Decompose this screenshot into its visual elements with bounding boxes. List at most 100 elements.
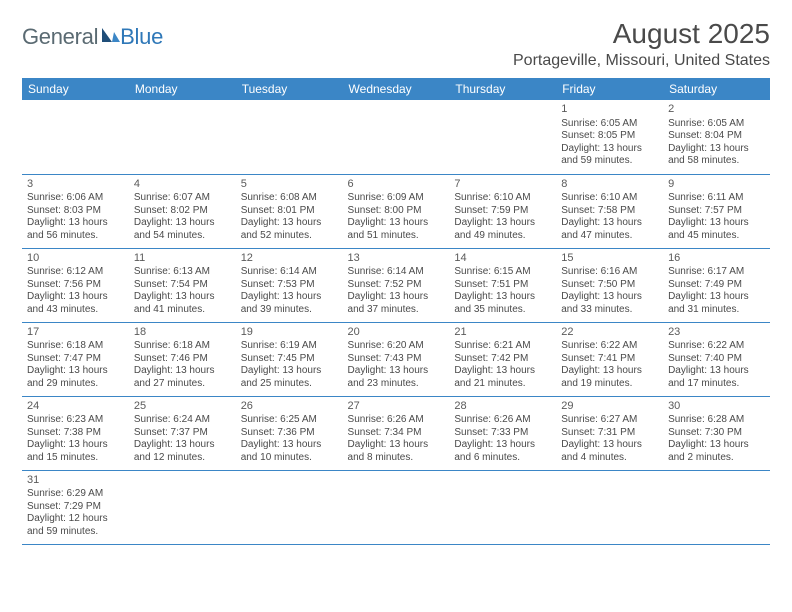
calendar-empty: [343, 100, 450, 174]
title-block: August 2025 Portageville, Missouri, Unit…: [513, 18, 770, 70]
day-number: 13: [348, 252, 445, 266]
day-number: 7: [454, 178, 551, 192]
calendar-body: 1Sunrise: 6:05 AMSunset: 8:05 PMDaylight…: [22, 100, 770, 544]
sunrise-line: Sunrise: 6:14 AM: [241, 266, 338, 279]
sunset-line: Sunset: 8:01 PM: [241, 205, 338, 218]
day-number: 27: [348, 400, 445, 414]
sunrise-line: Sunrise: 6:18 AM: [27, 340, 124, 353]
daylight-line: Daylight: 13 hours and 51 minutes.: [348, 217, 445, 242]
day-number: 16: [668, 252, 765, 266]
daylight-line: Daylight: 12 hours and 59 minutes.: [27, 513, 124, 538]
calendar-day: 29Sunrise: 6:27 AMSunset: 7:31 PMDayligh…: [556, 396, 663, 470]
sunrise-line: Sunrise: 6:29 AM: [27, 488, 124, 501]
sunset-line: Sunset: 7:59 PM: [454, 205, 551, 218]
sunrise-line: Sunrise: 6:26 AM: [454, 414, 551, 427]
day-number: 31: [27, 474, 124, 488]
day-number: 30: [668, 400, 765, 414]
sunrise-line: Sunrise: 6:24 AM: [134, 414, 231, 427]
daylight-line: Daylight: 13 hours and 23 minutes.: [348, 365, 445, 390]
sunset-line: Sunset: 7:43 PM: [348, 353, 445, 366]
sunset-line: Sunset: 7:33 PM: [454, 427, 551, 440]
calendar-day: 9Sunrise: 6:11 AMSunset: 7:57 PMDaylight…: [663, 174, 770, 248]
day-number: 15: [561, 252, 658, 266]
logo-text-blue: Blue: [120, 24, 163, 50]
logo: General Blue: [22, 24, 163, 50]
daylight-line: Daylight: 13 hours and 8 minutes.: [348, 439, 445, 464]
sunset-line: Sunset: 7:45 PM: [241, 353, 338, 366]
sunset-line: Sunset: 7:58 PM: [561, 205, 658, 218]
sunrise-line: Sunrise: 6:15 AM: [454, 266, 551, 279]
sunrise-line: Sunrise: 6:26 AM: [348, 414, 445, 427]
logo-text-general: General: [22, 24, 98, 50]
sunset-line: Sunset: 7:40 PM: [668, 353, 765, 366]
sunset-line: Sunset: 7:29 PM: [27, 501, 124, 514]
calendar-day: 12Sunrise: 6:14 AMSunset: 7:53 PMDayligh…: [236, 248, 343, 322]
calendar-week: 10Sunrise: 6:12 AMSunset: 7:56 PMDayligh…: [22, 248, 770, 322]
daylight-line: Daylight: 13 hours and 25 minutes.: [241, 365, 338, 390]
daylight-line: Daylight: 13 hours and 37 minutes.: [348, 291, 445, 316]
sunrise-line: Sunrise: 6:27 AM: [561, 414, 658, 427]
calendar-day: 20Sunrise: 6:20 AMSunset: 7:43 PMDayligh…: [343, 322, 450, 396]
calendar-day: 17Sunrise: 6:18 AMSunset: 7:47 PMDayligh…: [22, 322, 129, 396]
calendar-empty: [236, 100, 343, 174]
sunrise-line: Sunrise: 6:09 AM: [348, 192, 445, 205]
sunrise-line: Sunrise: 6:22 AM: [668, 340, 765, 353]
day-number: 4: [134, 178, 231, 192]
day-number: 1: [561, 103, 658, 117]
daylight-line: Daylight: 13 hours and 47 minutes.: [561, 217, 658, 242]
calendar-day: 7Sunrise: 6:10 AMSunset: 7:59 PMDaylight…: [449, 174, 556, 248]
day-number: 8: [561, 178, 658, 192]
daylight-line: Daylight: 13 hours and 21 minutes.: [454, 365, 551, 390]
sunset-line: Sunset: 7:54 PM: [134, 279, 231, 292]
daylight-line: Daylight: 13 hours and 33 minutes.: [561, 291, 658, 316]
sunrise-line: Sunrise: 6:23 AM: [27, 414, 124, 427]
sunrise-line: Sunrise: 6:06 AM: [27, 192, 124, 205]
calendar-empty: [129, 100, 236, 174]
weekday-header: Sunday: [22, 78, 129, 100]
location: Portageville, Missouri, United States: [513, 52, 770, 70]
sunset-line: Sunset: 7:42 PM: [454, 353, 551, 366]
calendar-day: 15Sunrise: 6:16 AMSunset: 7:50 PMDayligh…: [556, 248, 663, 322]
calendar-day: 18Sunrise: 6:18 AMSunset: 7:46 PMDayligh…: [129, 322, 236, 396]
sunset-line: Sunset: 7:50 PM: [561, 279, 658, 292]
sunrise-line: Sunrise: 6:10 AM: [561, 192, 658, 205]
daylight-line: Daylight: 13 hours and 39 minutes.: [241, 291, 338, 316]
day-number: 18: [134, 326, 231, 340]
calendar-day: 25Sunrise: 6:24 AMSunset: 7:37 PMDayligh…: [129, 396, 236, 470]
sunset-line: Sunset: 7:38 PM: [27, 427, 124, 440]
header: General Blue August 2025 Portageville, M…: [22, 18, 770, 70]
calendar-week: 17Sunrise: 6:18 AMSunset: 7:47 PMDayligh…: [22, 322, 770, 396]
calendar-empty: [449, 470, 556, 544]
daylight-line: Daylight: 13 hours and 6 minutes.: [454, 439, 551, 464]
sunset-line: Sunset: 8:04 PM: [668, 130, 765, 143]
daylight-line: Daylight: 13 hours and 58 minutes.: [668, 143, 765, 168]
daylight-line: Daylight: 13 hours and 59 minutes.: [561, 143, 658, 168]
sunrise-line: Sunrise: 6:07 AM: [134, 192, 231, 205]
daylight-line: Daylight: 13 hours and 10 minutes.: [241, 439, 338, 464]
sunset-line: Sunset: 7:53 PM: [241, 279, 338, 292]
calendar-empty: [22, 100, 129, 174]
daylight-line: Daylight: 13 hours and 56 minutes.: [27, 217, 124, 242]
sunrise-line: Sunrise: 6:25 AM: [241, 414, 338, 427]
daylight-line: Daylight: 13 hours and 52 minutes.: [241, 217, 338, 242]
day-number: 29: [561, 400, 658, 414]
calendar-day: 6Sunrise: 6:09 AMSunset: 8:00 PMDaylight…: [343, 174, 450, 248]
calendar-day: 4Sunrise: 6:07 AMSunset: 8:02 PMDaylight…: [129, 174, 236, 248]
sunrise-line: Sunrise: 6:18 AM: [134, 340, 231, 353]
calendar-empty: [343, 470, 450, 544]
calendar-day: 26Sunrise: 6:25 AMSunset: 7:36 PMDayligh…: [236, 396, 343, 470]
sunrise-line: Sunrise: 6:05 AM: [561, 118, 658, 131]
calendar-empty: [236, 470, 343, 544]
daylight-line: Daylight: 13 hours and 43 minutes.: [27, 291, 124, 316]
calendar-day: 8Sunrise: 6:10 AMSunset: 7:58 PMDaylight…: [556, 174, 663, 248]
calendar-empty: [663, 470, 770, 544]
day-number: 20: [348, 326, 445, 340]
weekday-header: Tuesday: [236, 78, 343, 100]
calendar-empty: [449, 100, 556, 174]
weekday-header: Wednesday: [343, 78, 450, 100]
sail-icon: [100, 26, 122, 49]
sunrise-line: Sunrise: 6:22 AM: [561, 340, 658, 353]
day-number: 3: [27, 178, 124, 192]
calendar-empty: [129, 470, 236, 544]
calendar-day: 10Sunrise: 6:12 AMSunset: 7:56 PMDayligh…: [22, 248, 129, 322]
